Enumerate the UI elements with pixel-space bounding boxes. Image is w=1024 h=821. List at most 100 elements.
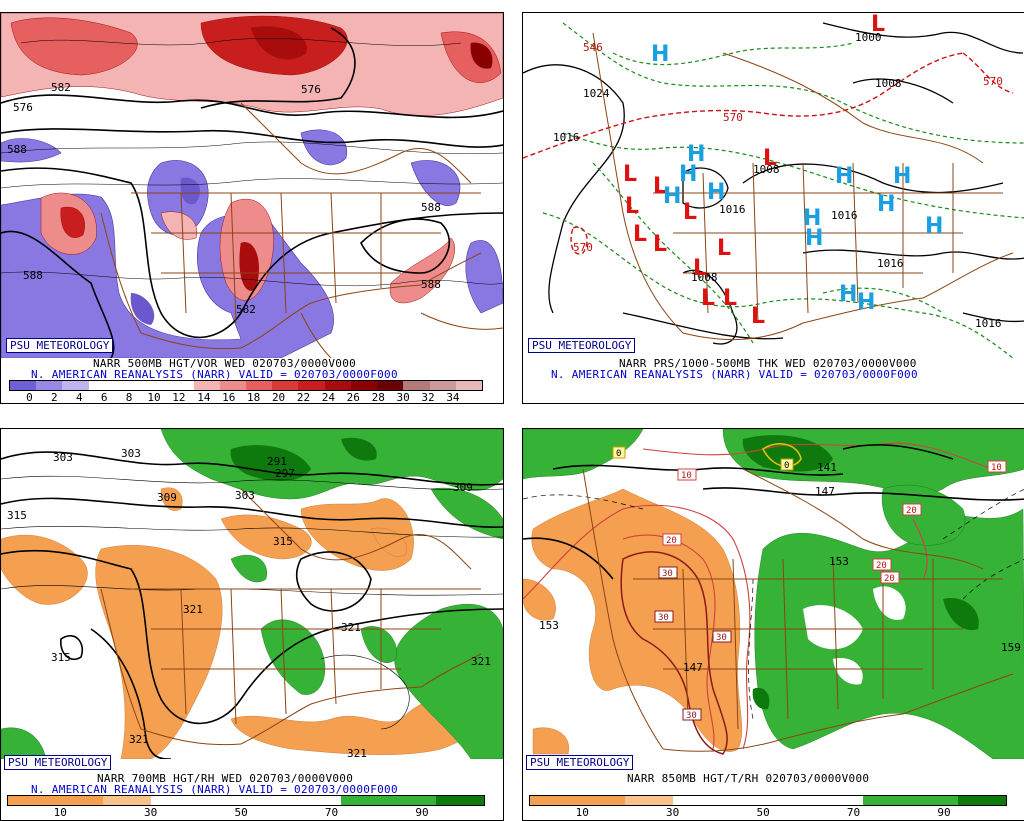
contour-label: 582 xyxy=(51,81,71,94)
contour-label: 576 xyxy=(301,83,321,96)
high-pressure-center: H xyxy=(835,164,853,189)
contour-label: 291 xyxy=(267,455,287,468)
colorbar-tick-label: 10 xyxy=(147,391,161,404)
colorbar-swatch xyxy=(88,381,115,390)
thickness-label: 570 xyxy=(983,75,1003,88)
colorbar-tick-label: 0 xyxy=(26,391,33,404)
thickness-label: 570 xyxy=(573,241,593,254)
contour-label: 315 xyxy=(51,651,71,664)
colorbar-tick-label: 70 xyxy=(324,806,339,819)
colorbar-swatch xyxy=(720,796,768,805)
colorbar-tick-label: 10 xyxy=(53,806,67,819)
contour-label: 147 xyxy=(815,485,835,498)
isobar-label: 1000 xyxy=(855,31,882,44)
psu-logo: PSU METEOROLOGY xyxy=(526,755,634,770)
high-pressure-center: H xyxy=(877,192,895,217)
svg-text:30: 30 xyxy=(662,569,673,579)
colorbar-tick-label: 10 xyxy=(575,806,589,819)
rh-colorbar xyxy=(529,795,1007,806)
high-pressure-center: H xyxy=(925,214,943,239)
low-pressure-center: L xyxy=(683,200,697,225)
low-pressure-center: L xyxy=(625,194,639,219)
low-pressure-center: L xyxy=(693,256,707,281)
temp-label-box: 10 xyxy=(677,468,697,481)
panel-subtitle: N. AMERICAN REANALYSIS (NARR) VALID = 02… xyxy=(31,783,398,796)
colorbar-tick-label: 22 xyxy=(296,391,311,404)
colorbar-swatch xyxy=(672,796,721,805)
temp-label-box: 20 xyxy=(902,503,922,516)
colorbar-ticks: 0 2 4 6 8 10 12 14 16 18 20 22 24 26 28 30 32 34 xyxy=(9,391,481,403)
colorbar-swatch xyxy=(167,381,194,390)
colorbar-swatch xyxy=(8,796,56,805)
svg-text:10: 10 xyxy=(991,463,1002,473)
temp-label-box: 20 xyxy=(872,558,892,571)
high-pressure-center: H xyxy=(679,162,697,187)
temp-label-box: 10 xyxy=(987,460,1007,473)
low-pressure-center: L xyxy=(871,13,885,37)
panel-subtitle: N. AMERICAN REANALYSIS (NARR) VALID = 02… xyxy=(31,368,398,381)
contour-label: 321 xyxy=(183,603,203,616)
panel-subtitle: N. AMERICAN REANALYSIS (NARR) VALID = 02… xyxy=(551,368,918,381)
map-sfc: 1000 1008 1024 1016 1008 1016 1016 1016 … xyxy=(523,13,1024,358)
contour-label: 153 xyxy=(829,555,849,568)
colorbar-ticks: 10 30 50 70 90 xyxy=(7,806,483,819)
panel-title: NARR PRS/1000-500MB THK WED 020703/0000V… xyxy=(619,357,917,370)
svg-text:30: 30 xyxy=(686,711,697,721)
low-pressure-center: L xyxy=(633,222,647,247)
svg-text:30: 30 xyxy=(658,613,669,623)
psu-logo: PSU METEOROLOGY xyxy=(6,338,114,353)
high-pressure-center: H xyxy=(687,142,705,167)
isobar-label: 1016 xyxy=(877,257,904,270)
temp-label-box: 30 xyxy=(682,708,702,721)
low-pressure-center: L xyxy=(763,146,777,171)
contour-label: 321 xyxy=(471,655,491,668)
contour-label: 588 xyxy=(7,143,27,156)
temp-label-box: 30 xyxy=(654,610,674,623)
colorbar-tick-label: 6 xyxy=(100,391,108,404)
colorbar-tick-label: 34 xyxy=(446,391,460,404)
high-pressure-center: H xyxy=(805,226,823,251)
colorbar-swatch xyxy=(815,796,864,805)
isobar-label: 1016 xyxy=(553,131,580,144)
colorbar-tick-label: 12 xyxy=(172,391,186,404)
contour-label: 297 xyxy=(275,467,295,480)
temp-label-box: 0 xyxy=(612,446,626,459)
contour-label: 315 xyxy=(273,535,293,548)
colorbar-swatch xyxy=(219,381,246,390)
colorbar-swatch xyxy=(193,381,220,390)
low-pressure-center: L xyxy=(701,286,715,311)
high-pressure-center: H xyxy=(651,42,669,67)
isobar-label: 1024 xyxy=(583,87,610,100)
colorbar-tick-label: 16 xyxy=(222,391,236,404)
colorbar-tick-label: 26 xyxy=(346,391,360,404)
colorbar-tick-label: 90 xyxy=(415,806,429,819)
colorbar-tick-label: 28 xyxy=(371,391,385,404)
rh-colorbar xyxy=(7,795,485,806)
psu-logo: PSU METEOROLOGY xyxy=(4,755,112,770)
svg-text:0: 0 xyxy=(616,449,621,459)
colorbar-swatch xyxy=(625,796,673,805)
svg-text:0: 0 xyxy=(784,461,789,471)
temp-label-box: 0 xyxy=(780,458,794,471)
low-pressure-center: L xyxy=(653,232,667,257)
colorbar-swatch xyxy=(436,796,484,805)
svg-text:10: 10 xyxy=(681,471,692,481)
temp-label-box: 20 xyxy=(662,533,682,546)
colorbar-swatch xyxy=(350,381,378,390)
high-pressure-center: H xyxy=(803,206,821,231)
colorbar-swatch xyxy=(403,381,430,390)
contour-label: 153 xyxy=(539,619,559,632)
contour-label: 582 xyxy=(236,303,256,316)
colorbar-swatch xyxy=(103,796,151,805)
contour-label: 309 xyxy=(453,481,473,494)
contour-label: 321 xyxy=(129,733,149,746)
temp-label-box: 20 xyxy=(880,571,900,584)
isobar-label: 1016 xyxy=(719,203,746,216)
isobar-label: 1008 xyxy=(691,271,718,284)
svg-text:20: 20 xyxy=(884,574,895,584)
temp-label-box: 30 xyxy=(658,566,678,579)
high-pressure-center: H xyxy=(663,184,681,209)
colorbar-swatch xyxy=(863,796,911,805)
contour-label: 159 xyxy=(1001,641,1021,654)
colorbar-swatch xyxy=(910,796,959,805)
